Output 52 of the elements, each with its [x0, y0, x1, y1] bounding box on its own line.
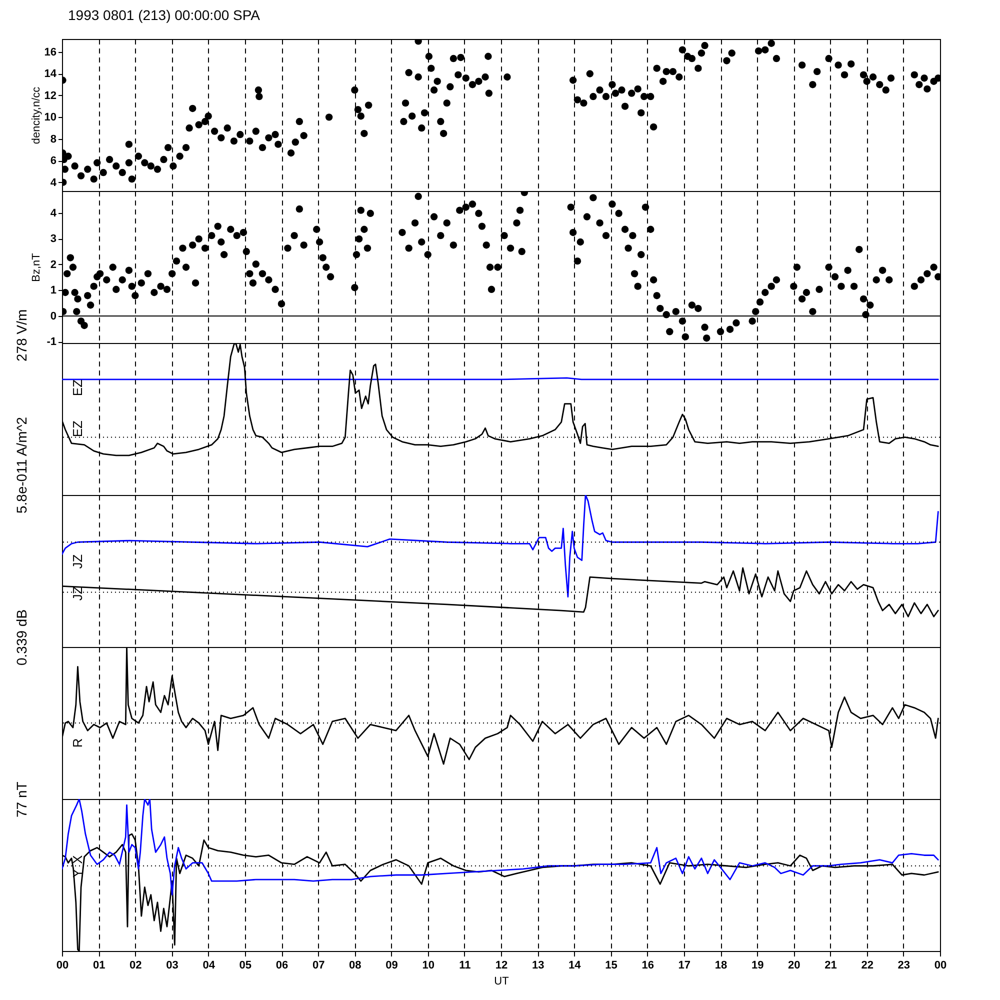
x-tick-label: 01: [92, 960, 106, 972]
y-tick-label: 12: [44, 90, 56, 102]
y-tick-label: 6: [50, 155, 56, 168]
x-tick-label: 03: [166, 960, 178, 972]
text: EZ: [70, 420, 85, 438]
y-axis-title: dencity,n/cc: [30, 86, 42, 144]
x-tick-label: 20: [788, 960, 800, 972]
x-tick-label: 04: [202, 960, 216, 972]
x-tick-label: 21: [824, 960, 837, 972]
y-axis-title: 278 V/m: [14, 309, 30, 362]
y-tick-label: 14: [44, 68, 58, 80]
y-tick-label: 3: [50, 233, 56, 246]
x-tick-label: 02: [130, 960, 142, 972]
y-tick-label: 0: [50, 310, 56, 322]
text: X: [70, 854, 85, 864]
y-tick-label: 16: [44, 46, 56, 59]
y-axis-title: 0.339 dB: [14, 609, 30, 666]
x-tick-label: 22: [861, 960, 874, 972]
y-tick-label: 1: [50, 284, 56, 297]
y-tick-label: 8: [50, 133, 56, 146]
x-tick-label: 19: [751, 960, 764, 972]
x-tick-label: 16: [642, 960, 654, 972]
x-tick-label: 18: [714, 960, 728, 972]
x-tick-label: 11: [459, 960, 471, 972]
x-tick-label: 09: [386, 960, 398, 972]
text: EZ: [70, 379, 85, 396]
y-tick-label: 10: [44, 112, 56, 124]
text: JZ: [70, 586, 85, 601]
x-tick-label: 00: [56, 960, 69, 972]
x-tick-label: 00: [934, 960, 947, 972]
y-axis-title: Bz,nT: [30, 252, 42, 282]
x-tick-label: 13: [532, 960, 544, 972]
y-tick-label: 2: [50, 258, 56, 271]
x-tick-label: 08: [349, 960, 362, 972]
text: R: [70, 738, 85, 748]
x-tick-label: 06: [276, 960, 288, 972]
x-axis-title: UT: [494, 976, 510, 988]
text: JZ: [70, 554, 85, 569]
x-tick-label: 05: [239, 960, 252, 972]
x-tick-label: 23: [898, 960, 910, 972]
x-tick-label: 07: [312, 960, 325, 972]
x-tick-label: 14: [568, 960, 582, 972]
x-tick-label: 12: [495, 960, 508, 972]
x-tick-label: 10: [422, 960, 434, 972]
chart-title: 1993 0801 (213) 00:00:00 SPA: [68, 7, 261, 23]
y-tick-label: 4: [50, 176, 58, 189]
x-tick-label: 15: [605, 960, 618, 972]
y-axis-title: 77 nT: [14, 781, 30, 818]
x-tick-label: 17: [678, 960, 691, 972]
y-axis-title: 5.8e-011 A/m^2: [14, 416, 30, 514]
y-tick-label: -1: [46, 336, 56, 348]
y-tick-label: 4: [50, 207, 58, 220]
